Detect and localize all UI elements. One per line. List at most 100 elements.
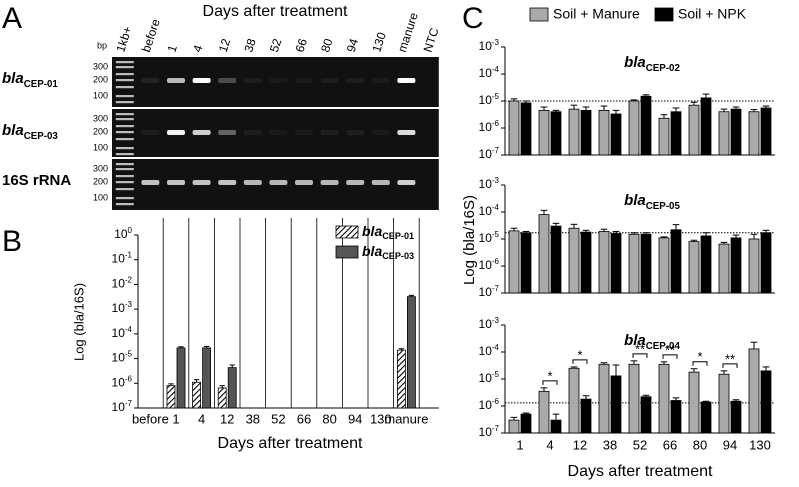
y-tick-label: 100 [114, 226, 132, 242]
bar [610, 113, 622, 156]
y-tick-label: 10-7 [479, 146, 500, 162]
x-tick-label: before [132, 411, 169, 426]
x-tick-label: 80 [322, 411, 336, 426]
x-tick-label: 130 [370, 411, 392, 426]
x-tick-label: 94 [723, 437, 737, 452]
ladder-band [115, 168, 134, 171]
gel-band [218, 130, 237, 135]
ladder-band [115, 163, 134, 166]
gel-title: Days after treatment [203, 3, 349, 20]
panel-label: B [2, 225, 22, 258]
x-axis-label: Days after treatment [568, 463, 714, 480]
bar [670, 229, 682, 294]
y-tick-label: 10-6 [112, 374, 133, 390]
gel-row-label: blaCEP-03 [2, 122, 58, 142]
bar [550, 225, 562, 294]
x-tick-label: 4 [546, 437, 553, 452]
ladder-band [115, 86, 134, 89]
gel-band [371, 180, 390, 185]
bar [568, 227, 580, 294]
panel-label: C [462, 2, 484, 35]
bar [718, 243, 730, 294]
y-tick-label: 10-3 [479, 38, 500, 54]
legend-label: Soil + Manure [553, 6, 640, 22]
ladder-band [115, 188, 134, 191]
lane-label: before [139, 17, 163, 54]
bar [580, 109, 592, 156]
bar [406, 296, 416, 409]
gel-band [243, 180, 262, 185]
gel-band [192, 180, 211, 185]
y-tick-label: 10-7 [112, 399, 133, 415]
significance-bracket [692, 361, 708, 366]
lane-label: 1kb+ [113, 25, 134, 54]
gel-band [167, 130, 185, 135]
y-tick-label: 10-5 [479, 92, 500, 108]
bar [396, 349, 406, 409]
gel-band [243, 130, 262, 135]
x-tick-label: 1 [516, 437, 523, 452]
y-tick-label: 10-5 [479, 370, 500, 386]
x-tick-label: 12 [220, 411, 234, 426]
legend-swatch [529, 7, 549, 22]
gel-band [295, 180, 313, 185]
bar [520, 232, 532, 294]
bar [610, 233, 622, 294]
x-tick-label: 38 [603, 437, 617, 452]
gel-image [112, 109, 439, 157]
ladder-band [115, 95, 134, 98]
lane-label: 52 [267, 37, 285, 54]
legend-label: blaCEP-01 [362, 223, 414, 242]
y-tick-label: 10-4 [479, 65, 500, 81]
bar [580, 398, 592, 434]
bar [508, 419, 520, 434]
bar [176, 347, 186, 409]
x-tick-label: 94 [348, 411, 362, 426]
significance-label: ** [665, 342, 675, 357]
lane-label: 38 [241, 37, 259, 54]
bar [550, 419, 562, 434]
gel-band [320, 78, 339, 83]
bar [508, 230, 520, 294]
bar [166, 385, 176, 409]
marker-label: 300 [93, 113, 108, 123]
gel-band [141, 130, 160, 135]
gel-band [192, 130, 211, 135]
bar [688, 104, 700, 156]
y-tick-label: 10-1 [112, 250, 133, 266]
ladder-band [115, 113, 134, 116]
gel-band [346, 180, 365, 185]
x-tick-label: 66 [297, 411, 311, 426]
significance-bracket [662, 354, 678, 359]
lane-label: 1 [165, 43, 180, 54]
bar [748, 238, 760, 294]
bar [640, 95, 652, 156]
gel-band [243, 78, 262, 83]
ladder-band [115, 125, 134, 128]
marker-label: 300 [93, 163, 108, 173]
bar [688, 241, 700, 294]
bar [598, 109, 610, 156]
ladder-band [115, 66, 134, 69]
bar [730, 400, 742, 434]
lane-label: manure [395, 11, 421, 54]
gel-band [320, 130, 339, 135]
bar [760, 232, 772, 294]
bar [658, 117, 670, 156]
lane-label: 130 [369, 30, 389, 54]
y-tick-label: 10-4 [479, 343, 500, 359]
gel-band [295, 130, 313, 135]
y-tick-label: 10-2 [112, 275, 133, 291]
bar [718, 111, 730, 156]
ladder-band [115, 73, 134, 76]
marker-label: 200 [93, 176, 108, 186]
ladder-band [115, 131, 134, 134]
significance-label: * [577, 347, 582, 362]
gel-band [371, 78, 390, 83]
bar [598, 231, 610, 294]
bar [640, 396, 652, 434]
bp-label: bp [97, 40, 107, 50]
ladder-band [115, 79, 134, 82]
bar [700, 401, 712, 434]
x-tick-label: 52 [633, 437, 647, 452]
